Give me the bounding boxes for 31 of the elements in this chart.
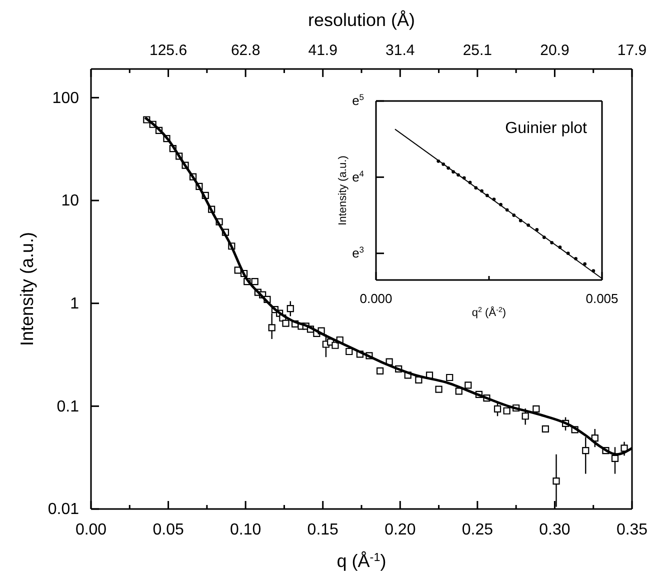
y-tick-label: 0.01 [48,501,80,518]
x-tick-label: 0.000 [360,291,392,306]
x-tick-label: 0.05 [152,521,184,538]
x-tick-label: 0.10 [230,521,262,538]
y-tick-label: 0.1 [56,398,80,416]
x-tick-label: 0.15 [307,521,339,538]
x-tick-label: 0.25 [462,521,494,538]
x2-axis-title: resolution (Å) [308,10,416,30]
y-tick-label: e$^{3}$ [352,244,364,260]
y-tick-label: e$^{4}$ [352,168,364,184]
y-tick-label: 10 [61,192,80,210]
x-axis-title: q (Å$^{-1}$) [336,550,386,571]
y-tick-label: 100 [52,90,80,107]
annotation: Guinier plot [505,120,588,137]
x-axis-title: q$^{2}$ (Å$^{-2}$) [472,306,506,319]
y-axis-title: Intensity (a.u.) [337,156,349,226]
annotation: 25.1 [462,42,492,59]
annotation: 20.9 [540,42,570,59]
annotation: 41.9 [308,42,338,59]
y-axis-title: Intensity (a.u.) [17,232,37,346]
annotation: 17.9 [617,42,647,59]
x-tick-label: 0.00 [75,521,107,538]
annotation: 31.4 [386,42,415,59]
x-tick-label: 0.30 [539,521,570,538]
y-tick-label: 1 [70,295,80,312]
x-tick-label: 0.20 [384,521,416,538]
x-tick-label: 0.005 [586,291,618,306]
annotation: 62.8 [230,42,260,59]
y-tick-label: e$^{5}$ [352,92,364,108]
annotation: 125.6 [150,42,188,59]
x-tick-label: 0.35 [616,521,648,538]
